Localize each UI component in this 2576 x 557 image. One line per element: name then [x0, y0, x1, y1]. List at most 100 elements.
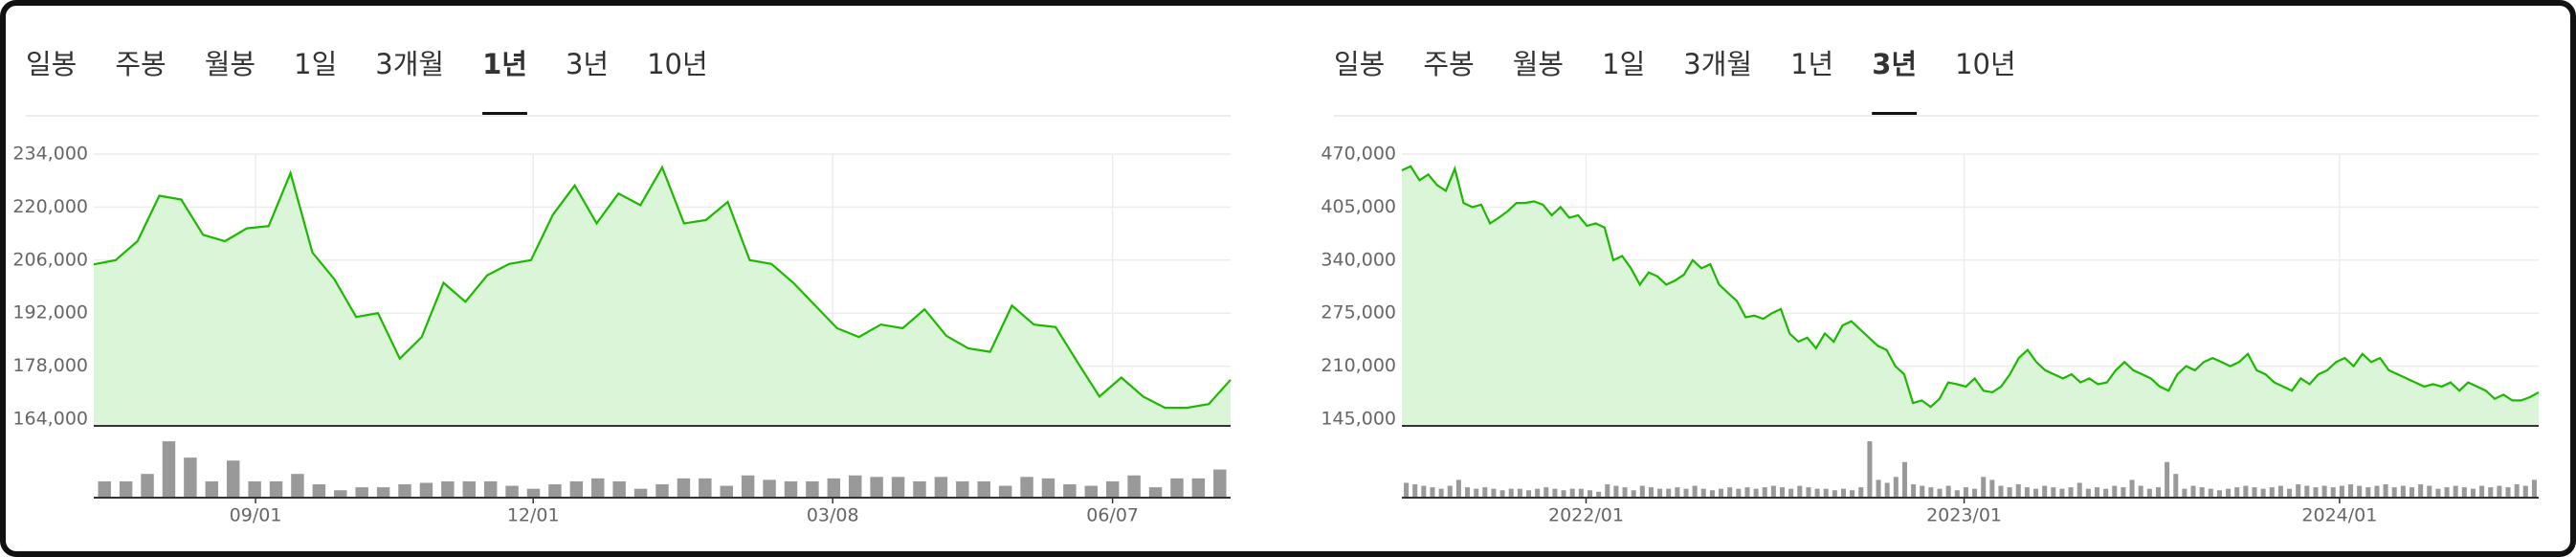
volume-bar — [1438, 488, 1444, 498]
volume-bar — [891, 477, 905, 498]
volume-bar — [1613, 485, 1619, 498]
volume-bar — [1753, 488, 1759, 498]
tab[interactable]: 주봉 — [1423, 48, 1474, 80]
volume-bar — [1561, 490, 1566, 498]
volume-bar — [677, 478, 691, 498]
volume-bar — [2514, 484, 2520, 498]
volume-bar — [1020, 477, 1033, 498]
volume-bar — [763, 479, 776, 498]
volume-bar — [2007, 487, 2012, 498]
volume-bar — [1858, 487, 1864, 498]
volume-bar — [2313, 487, 2319, 498]
volume-bar — [1127, 475, 1141, 498]
tab[interactable]: 월봉 — [1513, 48, 1564, 80]
volume-bar — [934, 477, 948, 498]
tab[interactable]: 월봉 — [205, 48, 255, 80]
tab[interactable]: 1일 — [1602, 48, 1645, 80]
volume-bar — [398, 484, 411, 498]
volume-bar — [2505, 487, 2511, 498]
volume-bar — [1823, 488, 1829, 498]
volume-bar — [505, 485, 519, 498]
volume-bar — [1552, 488, 1558, 498]
tab[interactable]: 일봉 — [1334, 48, 1385, 80]
volume-bar — [483, 480, 498, 498]
volume-bar — [2059, 488, 2065, 498]
volume-bar — [1474, 488, 1479, 498]
volume-bar — [1770, 485, 1776, 498]
tab-underline — [1872, 112, 1918, 115]
volume-bar — [699, 478, 712, 498]
x-tick-label: 2023/01 — [1926, 505, 2002, 526]
volume-bar — [1736, 488, 1742, 498]
volume-bar — [1569, 488, 1575, 498]
volume-bar — [2296, 484, 2301, 498]
tab[interactable]: 3개월 — [375, 48, 444, 80]
volume-bar — [291, 474, 304, 498]
tab[interactable]: 1년 — [1790, 48, 1833, 80]
volume-bar — [205, 480, 219, 498]
volume-bar — [2435, 488, 2441, 498]
volume-bar — [2277, 485, 2283, 498]
volume-bar — [548, 484, 562, 498]
volume-bar — [2112, 485, 2118, 498]
volume-bar — [2199, 487, 2205, 498]
volume-bar — [2418, 484, 2424, 498]
volume-bar — [1465, 487, 1471, 498]
volume-bar — [1876, 479, 1881, 498]
tab[interactable]: 1년 — [482, 48, 527, 80]
volume-bar — [1666, 488, 1672, 498]
volume-bar — [1041, 478, 1055, 498]
x-tick-label: 09/01 — [230, 505, 282, 526]
volume-bar — [1491, 488, 1497, 498]
volume-bar — [1727, 487, 1733, 498]
volume-bar — [355, 487, 368, 498]
volume-bar — [1954, 490, 1960, 498]
volume-bar — [2146, 488, 2152, 498]
volume-bar — [2321, 485, 2327, 498]
tab[interactable]: 10년 — [1955, 48, 2016, 80]
tab[interactable]: 3개월 — [1683, 48, 1752, 80]
y-tick-label: 145,000 — [1321, 409, 1396, 430]
tab[interactable]: 3년 — [566, 48, 609, 80]
tab[interactable]: 10년 — [647, 48, 708, 80]
tab[interactable]: 주봉 — [115, 48, 166, 80]
volume-bar — [1780, 487, 1786, 498]
volume-bar — [1893, 477, 1899, 498]
price-area — [94, 167, 1231, 426]
volume-bar — [2339, 485, 2344, 498]
tab[interactable]: 일봉 — [26, 48, 77, 80]
volume-bar — [2497, 485, 2502, 498]
volume-bar — [913, 480, 926, 498]
x-tick-label: 03/08 — [807, 505, 859, 526]
volume-bar — [226, 460, 240, 498]
volume-bar — [977, 480, 990, 498]
tab[interactable]: 1일 — [294, 48, 337, 80]
volume-bar — [2068, 487, 2074, 498]
volume-bar — [741, 475, 755, 498]
tab[interactable]: 3년 — [1872, 48, 1917, 80]
volume-bar — [2165, 461, 2170, 498]
volume-bar — [141, 474, 154, 498]
volume-bar — [1692, 485, 1698, 498]
y-tick-label: 275,000 — [1321, 302, 1396, 323]
volume-bar — [98, 480, 111, 498]
volume-bar — [1631, 490, 1636, 498]
volume-bar — [2531, 479, 2537, 498]
volume-bar — [1508, 488, 1514, 498]
volume-bar — [1648, 487, 1654, 498]
volume-bar — [526, 488, 541, 498]
volume-bar — [2042, 485, 2048, 498]
tab-underline — [482, 112, 527, 115]
volume-bar — [2269, 487, 2275, 498]
volume-bar — [1063, 484, 1077, 498]
y-tick-label: 192,000 — [12, 302, 88, 323]
volume-bar — [1709, 490, 1715, 498]
volume-bar — [1482, 487, 1488, 498]
volume-bar — [2085, 488, 2091, 498]
volume-bar — [2103, 488, 2109, 498]
volume-bar — [2190, 485, 2196, 498]
volume-bar — [441, 480, 455, 498]
price-line — [1401, 165, 2540, 409]
volume-bar — [1744, 487, 1750, 498]
